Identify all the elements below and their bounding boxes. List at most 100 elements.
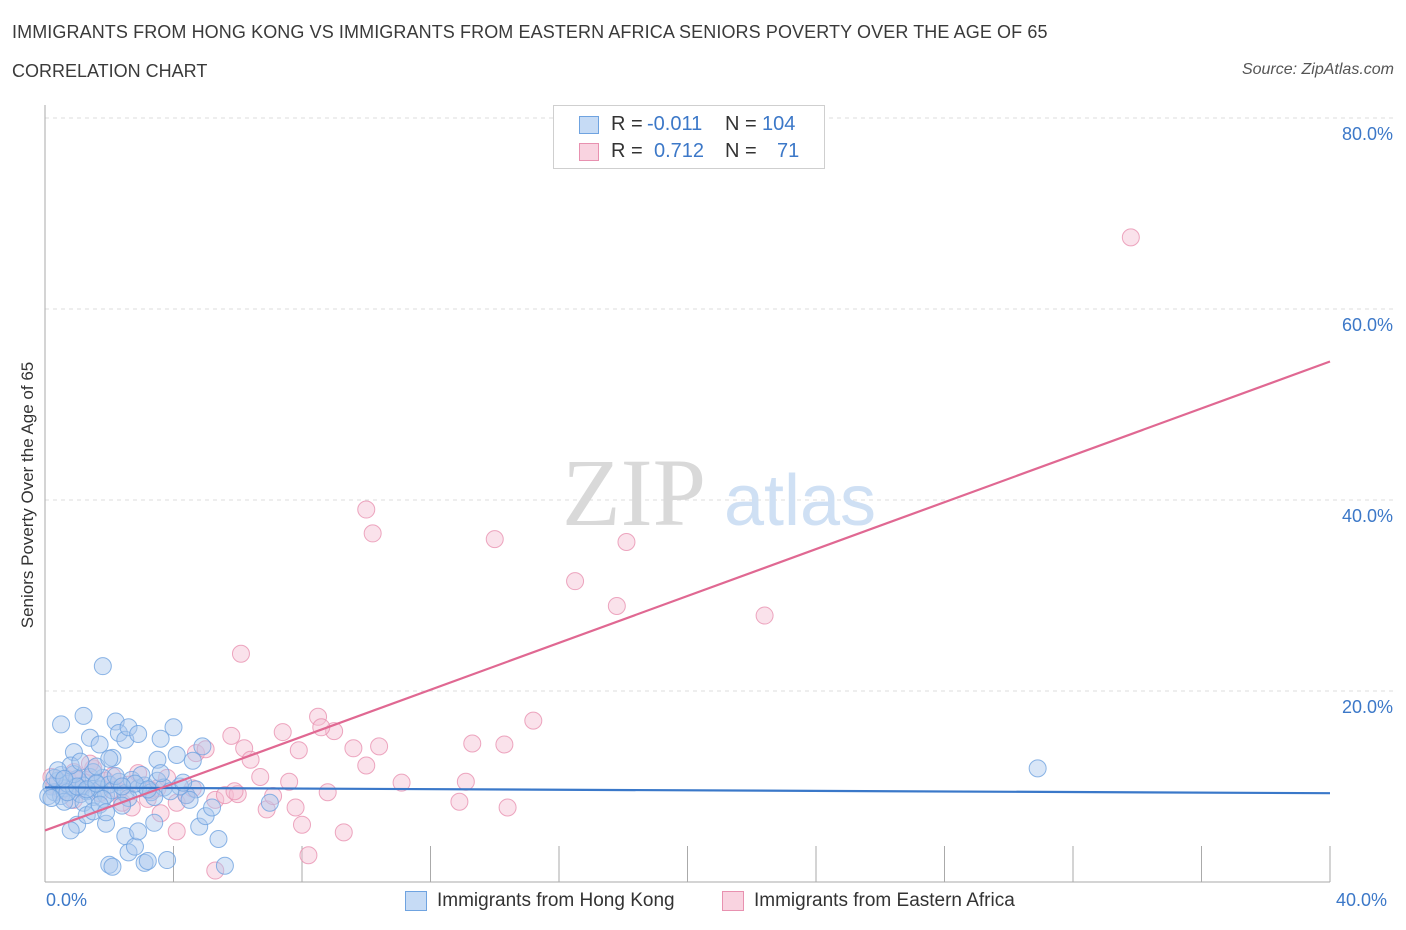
hong-kong-point: [167, 745, 186, 764]
hong-kong-point: [158, 851, 177, 870]
hong-kong-point: [190, 817, 209, 836]
r-label: R =: [611, 140, 643, 162]
eastern-africa-point: [151, 804, 170, 823]
eastern-africa-point: [251, 767, 270, 786]
hong-kong-point: [93, 789, 112, 808]
y-axis-label: Seniors Poverty Over the Age of 65: [18, 361, 37, 629]
eastern-africa-point: [206, 861, 225, 880]
hong-kong-point: [180, 790, 199, 809]
hong-kong-r-value: -0.011: [647, 113, 703, 135]
chart-title: IMMIGRANTS FROM HONG KONG VS IMMIGRANTS …: [12, 22, 1048, 42]
eastern-africa-points: [42, 228, 1140, 880]
hong-kong-n-value: 104: [762, 113, 796, 135]
hong-kong-point: [52, 715, 71, 734]
hong-kong-point: [260, 793, 279, 812]
eastern-africa-point: [225, 782, 244, 801]
y-tick-label: 20.0%: [1342, 697, 1393, 717]
hong-kong-point: [106, 766, 125, 785]
correlation-stats-box: R = -0.011 N = 104 R = 0.712 N = 71: [553, 105, 825, 169]
hong-kong-point: [148, 750, 167, 769]
hong-kong-point: [151, 729, 170, 748]
source-credit: Source: ZipAtlas.com: [1241, 61, 1394, 78]
watermark-atlas: atlas: [724, 461, 876, 541]
hong-kong-point: [129, 822, 148, 841]
eastern-africa-point: [755, 606, 774, 625]
hong-kong-point: [80, 728, 99, 747]
eastern-africa-point: [222, 726, 241, 745]
eastern-africa-point: [215, 786, 234, 805]
hong-kong-point: [64, 743, 83, 762]
hong-kong-point: [164, 718, 183, 737]
legend-label-eastern-africa: Immigrants from Eastern Africa: [754, 890, 1015, 911]
legend-swatch-hong-kong: [405, 891, 427, 911]
hong-kong-point: [93, 657, 112, 676]
eastern-africa-point: [485, 530, 504, 549]
eastern-africa-point: [607, 597, 626, 616]
eastern-africa-point: [357, 500, 376, 519]
chart-subtitle: CORRELATION CHART: [12, 61, 208, 81]
hong-kong-point: [1028, 759, 1047, 778]
x-tick-label-max: 40.0%: [1336, 890, 1388, 910]
eastern-africa-point: [231, 644, 250, 663]
hong-kong-point: [113, 777, 132, 796]
hong-kong-point: [209, 830, 228, 849]
hong-kong-point: [87, 774, 106, 793]
eastern-africa-point: [392, 773, 411, 792]
eastern-africa-point: [617, 533, 636, 552]
stats-row-hong-kong: R = -0.011 N = 104: [554, 113, 824, 139]
hong-kong-point: [193, 737, 212, 756]
r-label: R =: [611, 113, 643, 135]
eastern-africa-point: [280, 772, 299, 791]
hong-kong-point: [203, 798, 222, 817]
legend-swatch-eastern-africa: [722, 891, 744, 911]
eastern-africa-r-value: 0.712: [654, 140, 705, 162]
hong-kong-point: [125, 837, 144, 856]
eastern-africa-point: [241, 750, 260, 769]
hong-kong-point: [100, 749, 119, 768]
y-tick-label: 60.0%: [1342, 315, 1393, 335]
hong-kong-point: [42, 788, 61, 807]
eastern-africa-point: [228, 785, 247, 804]
hong-kong-point: [55, 769, 74, 788]
hong-kong-point: [71, 752, 90, 771]
hong-kong-point: [145, 813, 164, 832]
hong-kong-point: [119, 718, 138, 737]
eastern-africa-point: [167, 822, 186, 841]
eastern-africa-point: [363, 524, 382, 543]
hong-kong-point: [100, 855, 119, 874]
hong-kong-point: [90, 735, 109, 754]
y-tick-label: 40.0%: [1342, 506, 1393, 526]
hong-kong-point: [74, 706, 93, 725]
eastern-africa-point: [566, 572, 585, 591]
eastern-africa-point: [334, 823, 353, 842]
eastern-africa-point: [450, 792, 469, 811]
trend-lines: [44, 360, 1331, 832]
x-tick-label-min: 0.0%: [46, 890, 88, 910]
n-label: N =: [725, 140, 757, 162]
gridlines: [45, 117, 1395, 692]
legend-label-hong-kong: Immigrants from Hong Kong: [437, 890, 675, 911]
eastern-africa-point: [344, 739, 363, 758]
hong-kong-point: [84, 763, 103, 782]
eastern-africa-point: [196, 740, 215, 759]
eastern-africa-point: [498, 798, 517, 817]
hong-kong-point: [77, 780, 96, 799]
eastern-africa-point: [1121, 228, 1140, 247]
eastern-africa-point: [286, 798, 305, 817]
eastern-africa-point: [299, 846, 318, 865]
stats-row-eastern-africa: R = 0.712 N = 71: [554, 140, 824, 166]
eastern-africa-trend-line: [44, 360, 1331, 832]
hong-kong-swatch: [579, 116, 599, 134]
n-label: N =: [725, 113, 757, 135]
eastern-africa-point: [309, 707, 328, 726]
hong-kong-point: [103, 857, 122, 876]
eastern-africa-point: [524, 711, 543, 730]
eastern-africa-point: [293, 815, 311, 834]
eastern-africa-point: [456, 772, 475, 791]
eastern-africa-point: [463, 734, 482, 753]
hong-kong-point: [138, 851, 157, 870]
hong-kong-point: [61, 821, 80, 840]
y-tick-labels: 20.0% 40.0% 60.0% 80.0%: [1342, 124, 1393, 717]
hong-kong-point: [135, 853, 154, 872]
hong-kong-point: [109, 724, 128, 743]
